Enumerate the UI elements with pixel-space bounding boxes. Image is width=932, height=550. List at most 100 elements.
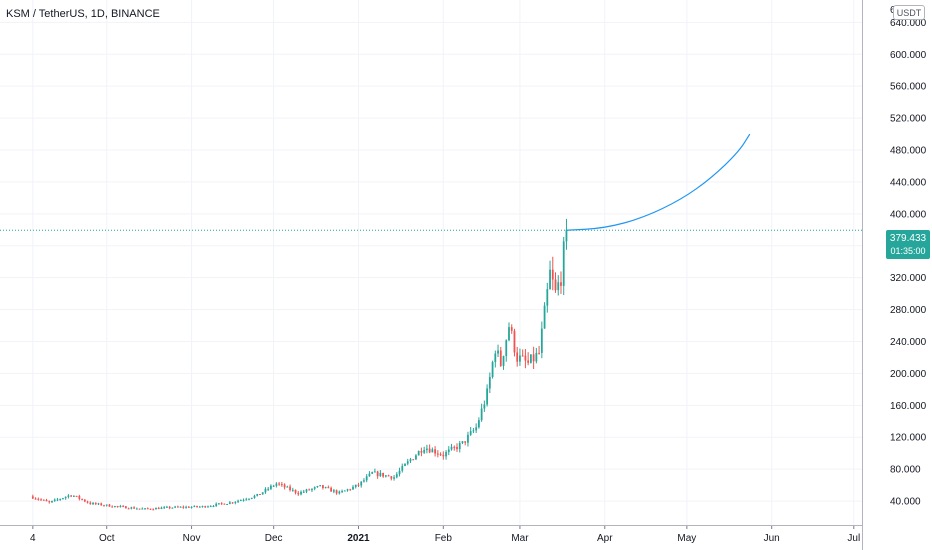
- candle-body: [234, 501, 237, 503]
- candle-body: [111, 506, 114, 508]
- candle-body: [218, 503, 220, 505]
- candle-body: [176, 506, 179, 508]
- candle-body: [231, 502, 234, 504]
- candle-body: [349, 489, 352, 491]
- candle-body: [245, 499, 248, 501]
- y-tick-label: 200.000: [890, 369, 927, 380]
- candle-body: [332, 490, 335, 492]
- last-price-value: 379.433: [889, 233, 927, 244]
- x-tick-label: Feb: [435, 533, 453, 544]
- candle-body: [207, 506, 209, 508]
- candle-body: [475, 427, 478, 431]
- y-tick-label: 240.000: [890, 337, 927, 348]
- candle-body: [138, 508, 141, 510]
- candle-body: [83, 499, 86, 502]
- candle-body: [72, 495, 75, 497]
- candle-body: [447, 449, 450, 453]
- candle-body: [182, 506, 185, 508]
- candle-body: [259, 493, 261, 495]
- candle-body: [338, 491, 341, 494]
- candle-body: [335, 490, 338, 494]
- candle-body: [379, 472, 382, 477]
- candle-body: [434, 449, 437, 454]
- candle-body: [40, 499, 42, 501]
- candle-body: [160, 507, 163, 510]
- candle-body: [56, 499, 59, 501]
- candle-body: [280, 484, 283, 486]
- candle-body: [395, 474, 398, 478]
- candle-body: [565, 230, 568, 242]
- candle-body: [464, 441, 467, 443]
- candle-body: [198, 506, 201, 508]
- candle-body: [305, 489, 308, 492]
- candle-body: [486, 388, 488, 405]
- candle-body: [114, 506, 116, 508]
- candle-body: [67, 495, 70, 497]
- candle-body: [445, 452, 447, 457]
- candle-body: [272, 485, 275, 487]
- candle-body: [324, 487, 327, 489]
- candle-body: [365, 476, 368, 481]
- candle-body: [322, 485, 324, 488]
- candle-body: [513, 330, 516, 353]
- candle-body: [270, 485, 272, 489]
- candle-body: [327, 487, 330, 489]
- y-tick-label: 160.000: [890, 401, 927, 412]
- candle-body: [264, 488, 267, 493]
- candle-body: [360, 481, 363, 486]
- candle-body: [516, 352, 519, 362]
- candle-body: [398, 470, 401, 475]
- candle-body: [549, 269, 551, 290]
- candle-body: [92, 502, 94, 505]
- candle-body: [456, 446, 458, 450]
- candle-body: [368, 473, 371, 477]
- candle-body: [212, 506, 215, 508]
- candle-body: [439, 454, 442, 456]
- candle-body: [190, 506, 193, 508]
- candle-body: [103, 505, 105, 507]
- candle-body: [196, 505, 198, 507]
- candle-body: [124, 506, 127, 509]
- candle-body: [53, 499, 56, 501]
- candle-body: [226, 503, 229, 505]
- y-tick-label: 520.000: [890, 114, 927, 125]
- candle-body: [458, 442, 461, 450]
- candle-body: [491, 362, 494, 377]
- candle-body: [146, 508, 149, 510]
- y-tick-label: 560.000: [890, 82, 927, 93]
- candle-body: [100, 503, 103, 506]
- candle-body: [250, 497, 253, 499]
- currency-unit-button[interactable]: USDT: [893, 5, 925, 20]
- x-tick-label: 2021: [347, 533, 370, 544]
- candle-body: [557, 282, 560, 291]
- candle-body: [330, 487, 333, 492]
- candle-body: [34, 498, 37, 500]
- candle-body: [453, 446, 456, 448]
- candle-body: [477, 420, 480, 428]
- candle-body: [228, 502, 231, 504]
- candle-body: [166, 506, 168, 508]
- candle-body: [390, 476, 393, 479]
- candles: [31, 218, 568, 511]
- x-tick-label: May: [677, 533, 696, 544]
- candle-body: [401, 465, 404, 471]
- candle-body: [412, 459, 415, 461]
- candle-body: [105, 504, 108, 506]
- candle-body: [409, 459, 412, 462]
- candle-body: [286, 486, 289, 488]
- candle-body: [97, 503, 100, 505]
- candle-body: [560, 282, 562, 286]
- candle-body: [450, 446, 453, 450]
- y-tick-label: 320.000: [890, 273, 927, 284]
- candle-body: [42, 499, 45, 501]
- candle-body: [404, 463, 406, 466]
- candle-body: [505, 340, 508, 357]
- candle-body: [363, 480, 365, 482]
- x-tick-label: Oct: [99, 533, 115, 544]
- candle-body: [157, 507, 160, 510]
- candle-body: [420, 451, 423, 453]
- candle-body: [502, 356, 505, 366]
- candle-body: [163, 507, 166, 509]
